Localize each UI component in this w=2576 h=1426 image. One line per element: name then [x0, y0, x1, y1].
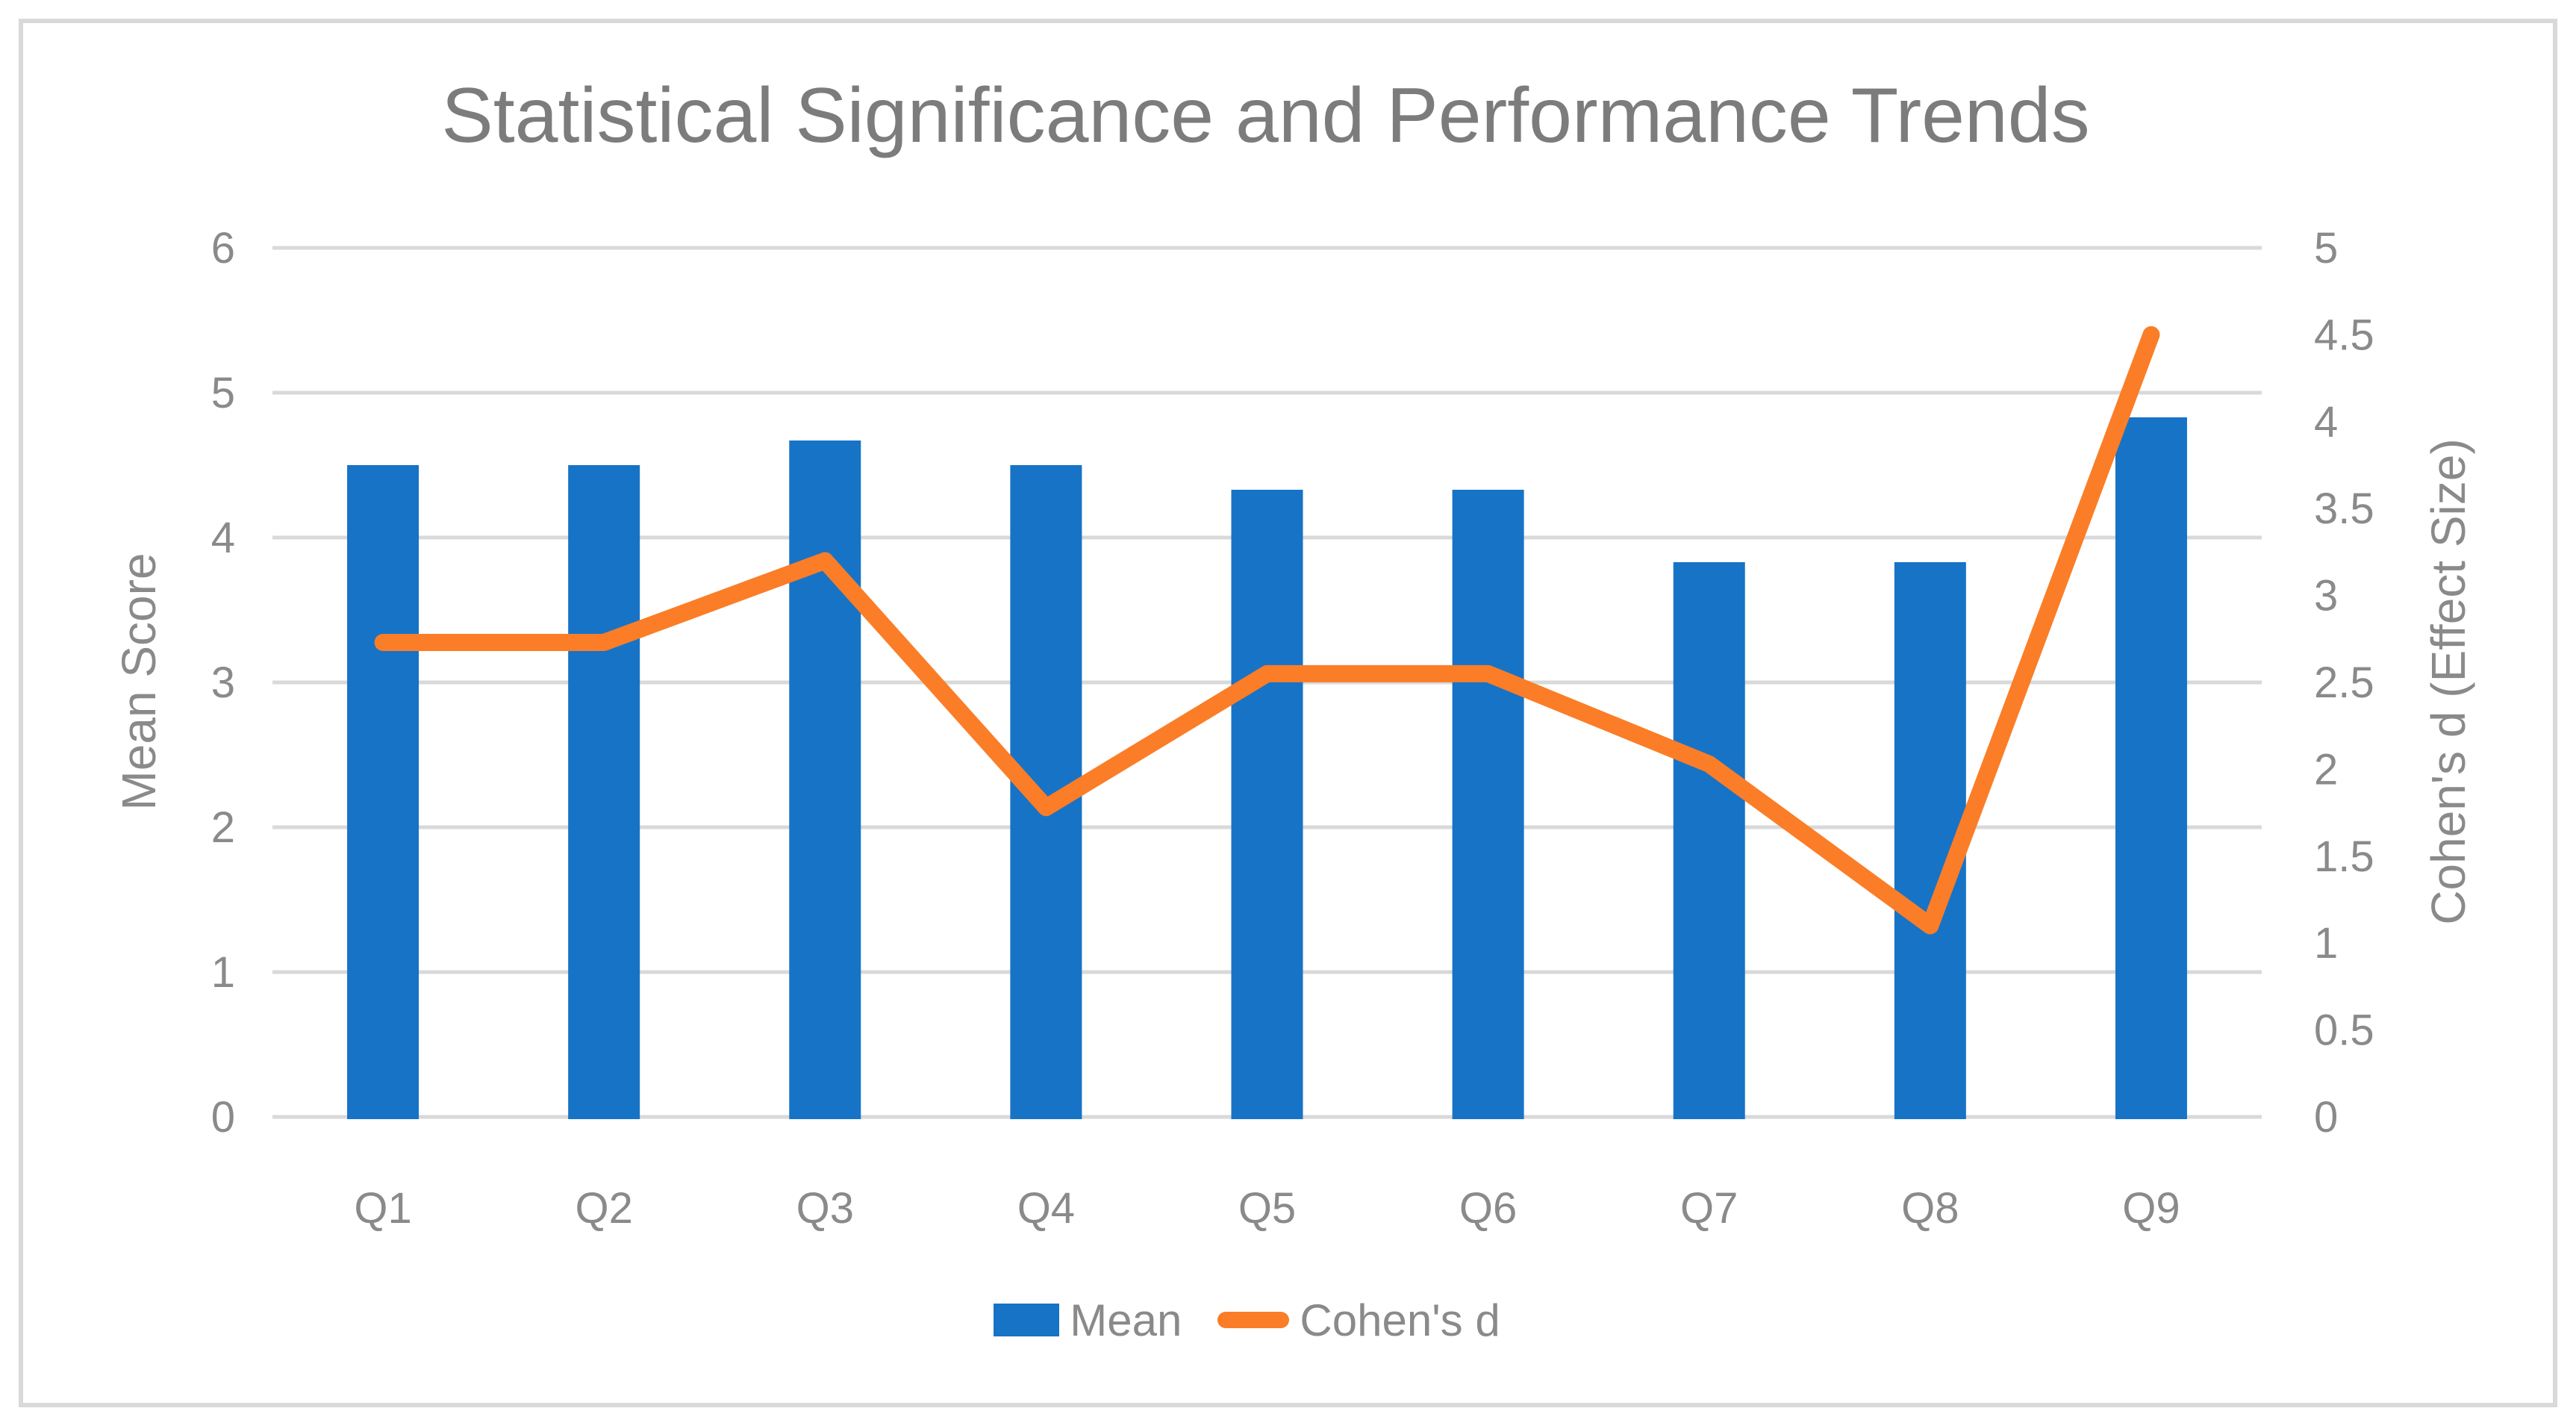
x-axis-category-label: Q9	[2122, 1184, 2180, 1233]
left-axis-tick-label: 0	[211, 1093, 235, 1142]
x-axis-category-label: Q4	[1017, 1184, 1075, 1233]
chart-title: Statistical Significance and Performance…	[441, 72, 2090, 159]
bar-q7[interactable]	[1673, 561, 1745, 1119]
right-axis-tick-label: 0	[2314, 1093, 2338, 1142]
x-axis-category-label: Q3	[796, 1184, 854, 1233]
x-axis-category-label: Q1	[354, 1184, 411, 1233]
right-axis-tick-label: 3.5	[2314, 485, 2374, 533]
x-axis-category-label: Q6	[1459, 1184, 1517, 1233]
x-axis-category-label: Q7	[1680, 1184, 1738, 1233]
right-axis-tick-label: 2.5	[2314, 658, 2374, 707]
legend-item-mean[interactable]: Mean	[994, 1295, 1182, 1346]
legend: Mean Cohen's d	[0, 1295, 2535, 1345]
x-axis-category-label: Q2	[575, 1184, 632, 1233]
bar-q1[interactable]	[347, 465, 420, 1119]
bar-q5[interactable]	[1231, 489, 1303, 1119]
bar-q3[interactable]	[789, 440, 861, 1119]
bar-q6[interactable]	[1452, 489, 1524, 1119]
mean-series-swatch	[994, 1304, 1060, 1336]
right-axis-tick-label: 2	[2314, 745, 2338, 794]
right-axis-tick-label: 4	[2314, 398, 2338, 446]
right-axis-tick-label: 5	[2314, 224, 2338, 273]
right-axis-tick-label: 3	[2314, 572, 2338, 620]
left-axis-tick-label: 3	[211, 658, 235, 707]
left-axis-tick-label: 5	[211, 369, 235, 417]
right-axis-tick-label: 4.5	[2314, 311, 2374, 359]
legend-item-cohens-d[interactable]: Cohen's d	[1217, 1295, 1500, 1346]
x-axis-category-label: Q8	[1901, 1184, 1959, 1233]
right-axis-tick-label: 1	[2314, 919, 2338, 968]
left-axis-tick-label: 1	[211, 948, 235, 997]
left-axis-tick-label: 4	[211, 514, 235, 562]
legend-label-cohens-d: Cohen's d	[1300, 1295, 1500, 1345]
legend-label-mean: Mean	[1070, 1295, 1182, 1345]
bar-q9[interactable]	[2115, 417, 2187, 1119]
left-axis-tick-label: 6	[211, 224, 235, 273]
cohens-d-line[interactable]	[374, 326, 2160, 935]
cohens-d-series-swatch	[1217, 1312, 1290, 1328]
bar-q2[interactable]	[568, 465, 640, 1119]
x-axis-category-label: Q5	[1238, 1184, 1296, 1233]
right-axis-tick-label: 1.5	[2314, 832, 2374, 881]
right-axis-tick-label: 0.5	[2314, 1006, 2374, 1055]
left-axis-tick-label: 2	[211, 803, 235, 852]
